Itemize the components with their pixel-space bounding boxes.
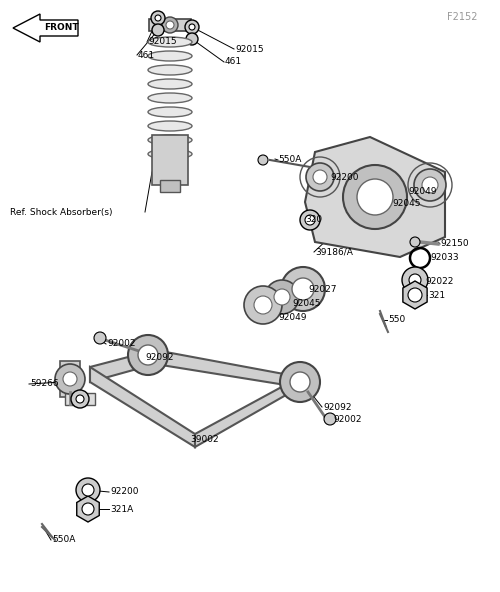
Text: 92200: 92200 [330,172,358,182]
Circle shape [76,478,100,502]
Text: 39002: 39002 [190,436,218,445]
Circle shape [254,296,272,314]
Ellipse shape [148,121,192,131]
Text: 92015: 92015 [235,44,264,53]
Text: 92033: 92033 [430,253,458,262]
Text: 92002: 92002 [333,416,362,424]
Circle shape [422,177,438,193]
Circle shape [357,179,393,215]
Circle shape [151,11,165,25]
Text: 92022: 92022 [425,278,454,287]
Circle shape [343,165,407,229]
Text: 321A: 321A [110,504,133,513]
Circle shape [290,372,310,392]
Circle shape [402,267,428,293]
Polygon shape [195,377,300,447]
Circle shape [189,24,195,30]
Polygon shape [305,137,445,257]
Text: 92092: 92092 [145,352,174,362]
Circle shape [292,278,314,300]
Circle shape [152,24,164,36]
Text: 92092: 92092 [323,403,352,411]
Circle shape [306,163,334,191]
Ellipse shape [148,107,192,117]
Circle shape [305,215,315,225]
Circle shape [94,332,106,344]
Circle shape [162,17,178,33]
Text: 92049: 92049 [278,314,306,323]
Polygon shape [76,496,100,522]
Text: 59266: 59266 [30,379,58,388]
Text: 550A: 550A [52,536,76,545]
Bar [65,393,95,405]
Circle shape [410,237,420,247]
Text: 92200: 92200 [110,487,138,497]
Ellipse shape [148,93,192,103]
Circle shape [155,15,161,21]
Text: 550: 550 [388,316,405,324]
Ellipse shape [148,135,192,145]
Ellipse shape [148,79,192,89]
Circle shape [166,21,174,29]
Polygon shape [90,350,300,387]
Polygon shape [13,14,78,42]
Circle shape [313,170,327,184]
Circle shape [82,503,94,515]
Ellipse shape [148,65,192,75]
Circle shape [414,169,446,201]
Circle shape [408,288,422,302]
Circle shape [82,484,94,496]
Text: 321: 321 [428,291,445,300]
Text: 461: 461 [138,50,155,60]
Circle shape [71,390,89,408]
Circle shape [281,267,325,311]
Circle shape [409,274,421,286]
Bar [60,361,80,397]
Circle shape [138,345,158,365]
Polygon shape [90,367,195,447]
Circle shape [324,413,336,425]
Text: 320: 320 [305,215,322,224]
Text: 92002: 92002 [107,339,136,349]
Text: 92045: 92045 [292,300,320,308]
Circle shape [186,33,198,45]
Circle shape [274,289,290,305]
Circle shape [300,210,320,230]
Text: 92150: 92150 [440,240,468,249]
Text: 92015: 92015 [148,37,176,47]
Circle shape [244,286,282,324]
Text: F2152: F2152 [448,12,478,22]
Text: Ref. Shock Absorber(s): Ref. Shock Absorber(s) [10,208,113,217]
Circle shape [76,395,84,403]
Polygon shape [403,281,427,309]
Circle shape [258,155,268,165]
Bar [160,180,180,192]
Bar [149,19,191,31]
Ellipse shape [148,51,192,61]
Text: 92049: 92049 [408,188,436,197]
Bar [152,135,188,185]
Text: 461: 461 [225,57,242,66]
Text: 92027: 92027 [308,285,336,294]
Circle shape [280,362,320,402]
Text: FRONT: FRONT [44,24,78,33]
Ellipse shape [148,149,192,159]
Text: 550A: 550A [278,156,301,165]
Text: 92045: 92045 [392,200,420,208]
Ellipse shape [148,37,192,47]
Circle shape [55,364,85,394]
Circle shape [63,372,77,386]
Circle shape [128,335,168,375]
Circle shape [185,20,199,34]
Circle shape [265,280,299,314]
Text: 39186/A: 39186/A [315,247,353,256]
